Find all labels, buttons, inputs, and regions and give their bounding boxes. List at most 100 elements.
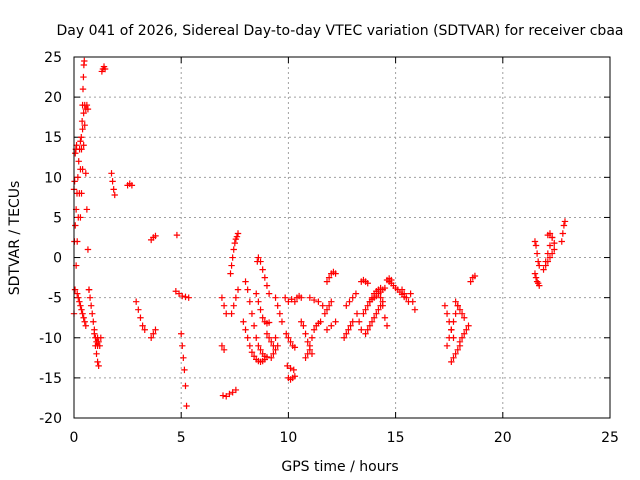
data-point — [84, 246, 92, 253]
series-seg-8.6 — [254, 254, 273, 297]
data-point — [448, 358, 455, 366]
data-point — [532, 274, 540, 281]
data-point — [232, 294, 240, 301]
axis-ticks: 0 5 10 15 20 25 -20 -15 -10 -5 0 5 10 15 20 25 — [39, 50, 619, 446]
data-point — [450, 318, 457, 325]
data-point — [85, 286, 93, 293]
data-point — [274, 302, 281, 309]
data-point — [548, 250, 556, 257]
data-point — [75, 294, 82, 301]
data-point — [328, 298, 335, 305]
data-point — [253, 290, 260, 297]
data-point — [234, 230, 242, 237]
data-point — [291, 344, 299, 351]
data-point — [332, 270, 339, 277]
series-seg-18.2 — [456, 322, 472, 345]
data-point — [308, 334, 316, 341]
data-point — [233, 233, 241, 240]
series-seg-17.8 — [448, 342, 464, 366]
data-point — [96, 342, 103, 349]
series-seg-7.0 — [218, 294, 230, 317]
data-point — [250, 322, 258, 329]
data-point — [181, 366, 188, 374]
data-point — [80, 73, 87, 81]
data-point — [452, 310, 459, 317]
series-seg-22.8 — [558, 218, 569, 245]
data-point — [71, 286, 79, 293]
data-point — [325, 302, 333, 309]
data-point — [542, 262, 549, 269]
series-seg-10.2 — [284, 362, 297, 374]
data-point — [244, 286, 251, 293]
data-point — [229, 254, 236, 261]
data-point — [323, 278, 331, 285]
data-point — [259, 266, 266, 273]
y-tick-label: 15 — [44, 130, 62, 146]
data-point — [78, 117, 86, 125]
data-point — [71, 178, 78, 185]
data-point — [458, 310, 466, 317]
series-seg-11.4 — [306, 294, 326, 309]
data-point — [81, 121, 88, 129]
data-point — [561, 218, 569, 225]
data-point — [323, 306, 331, 313]
data-point — [310, 326, 318, 333]
data-point — [220, 346, 228, 354]
data-point — [551, 239, 558, 247]
data-point — [95, 362, 102, 370]
data-point — [546, 230, 554, 237]
data-point — [467, 278, 474, 285]
data-point — [559, 230, 567, 237]
data-point — [315, 298, 322, 305]
data-point — [268, 338, 275, 345]
data-point — [325, 274, 333, 281]
grid-lines — [74, 57, 610, 418]
data-point — [285, 298, 292, 305]
data-point — [558, 238, 565, 245]
data-point — [284, 362, 291, 370]
data-point — [257, 306, 264, 313]
series-seg-18.0 — [452, 298, 468, 321]
data-point — [101, 65, 109, 73]
data-point — [540, 266, 547, 273]
data-point — [255, 342, 262, 349]
data-point — [548, 234, 556, 241]
data-point — [246, 342, 254, 349]
data-point — [223, 393, 230, 400]
series-spike-0.4 — [78, 57, 88, 125]
data-point — [253, 334, 260, 341]
y-axis-label: SDTVAR / TECUs — [7, 181, 23, 296]
data-points — [70, 57, 569, 410]
series-seg-14.0 — [366, 284, 389, 305]
data-point — [454, 346, 461, 354]
data-point — [364, 326, 371, 333]
series-seg-21.5 — [531, 238, 543, 269]
data-point — [352, 290, 360, 297]
data-point — [261, 274, 269, 281]
series-seg-9.2 — [263, 330, 279, 349]
data-point — [257, 258, 264, 265]
data-point — [456, 338, 464, 345]
data-point — [227, 270, 234, 277]
data-point — [259, 314, 266, 321]
series-seg-9.4 — [268, 342, 281, 362]
data-point — [287, 338, 294, 345]
data-point — [180, 354, 187, 362]
data-point — [362, 330, 369, 337]
data-point — [332, 318, 339, 325]
data-point — [95, 338, 102, 345]
data-point — [381, 284, 389, 292]
data-point — [531, 238, 539, 245]
series-seg-13.3 — [353, 310, 365, 333]
plot-frame — [73, 56, 611, 419]
series-seg-4.8 — [173, 231, 181, 239]
data-point — [285, 334, 292, 341]
y-tick-label: -15 — [39, 371, 62, 387]
series-seg-2.6 — [124, 180, 136, 189]
data-point — [281, 294, 289, 301]
data-point — [183, 402, 190, 410]
data-point — [218, 342, 226, 349]
data-point — [91, 330, 98, 337]
data-point — [108, 170, 115, 177]
data-point — [79, 166, 86, 173]
